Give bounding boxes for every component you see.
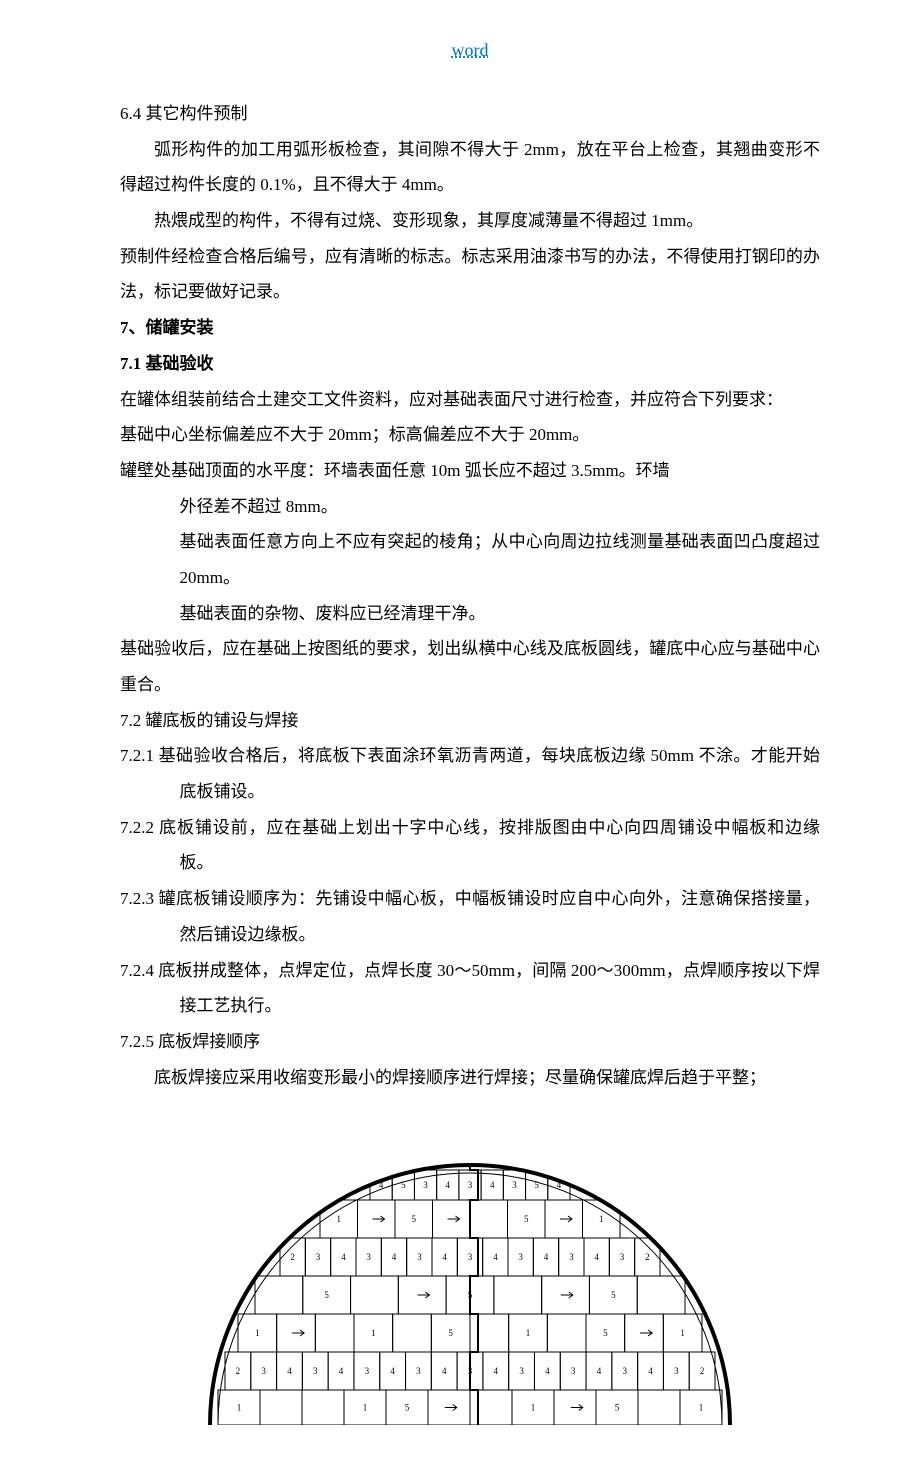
tank-bottom-diagram-container: 4534343541551234343434343432555115151234… <box>120 1115 820 1425</box>
item-7-2-1: 7.2.1 基础验收合格后，将底板下表面涂环氧沥青两道，每块底板边缘 50mm … <box>120 738 820 809</box>
svg-text:5: 5 <box>611 1290 616 1300</box>
svg-text:4: 4 <box>390 1366 395 1376</box>
svg-text:4: 4 <box>446 1180 451 1190</box>
svg-text:5: 5 <box>603 1328 608 1338</box>
section-7-2-title: 7.2 罐底板的铺设与焊接 <box>120 703 820 739</box>
svg-text:5: 5 <box>405 1403 410 1413</box>
svg-text:3: 3 <box>622 1366 627 1376</box>
svg-text:2: 2 <box>236 1366 241 1376</box>
svg-text:2: 2 <box>645 1252 650 1262</box>
svg-text:3: 3 <box>569 1252 574 1262</box>
paragraph-marking: 预制件经检查合格后编号，应有清晰的标志。标志采用油漆书写的办法，不得使用打钢印的… <box>120 239 820 310</box>
svg-text:1: 1 <box>699 1403 704 1413</box>
svg-text:5: 5 <box>324 1290 329 1300</box>
svg-text:5: 5 <box>524 1214 529 1224</box>
item-7-2-3: 7.2.3 罐底板铺设顺序为：先铺设中幅心板，中幅板铺设时应自中心向外，注意确保… <box>120 881 820 952</box>
svg-text:3: 3 <box>416 1366 421 1376</box>
svg-text:3: 3 <box>366 1252 371 1262</box>
svg-text:4: 4 <box>490 1180 495 1190</box>
item-7-2-5: 7.2.5 底板焊接顺序 <box>120 1024 820 1060</box>
svg-text:4: 4 <box>494 1366 499 1376</box>
item-7-2-4: 7.2.4 底板拼成整体，点焊定位，点焊长度 30～50mm，间隔 200～30… <box>120 953 820 1024</box>
svg-text:1: 1 <box>255 1328 260 1338</box>
svg-text:3: 3 <box>313 1366 318 1376</box>
paragraph-weld-sequence: 底板焊接应采用收缩变形最小的焊接顺序进行焊接；尽量确保罐底焊后趋于平整； <box>120 1060 820 1096</box>
svg-text:5: 5 <box>615 1403 620 1413</box>
section-7-title: 7、储罐安装 <box>120 310 820 346</box>
svg-text:4: 4 <box>493 1252 498 1262</box>
item-7-2-2: 7.2.2 底板铺设前，应在基础上划出十字中心线，按排版图由中心向四周铺设中幅板… <box>120 810 820 881</box>
svg-text:1: 1 <box>363 1403 368 1413</box>
svg-text:2: 2 <box>700 1366 705 1376</box>
svg-text:1: 1 <box>526 1328 531 1338</box>
svg-text:4: 4 <box>287 1366 292 1376</box>
svg-text:4: 4 <box>597 1366 602 1376</box>
svg-text:3: 3 <box>468 1180 473 1190</box>
svg-text:1: 1 <box>237 1403 242 1413</box>
svg-text:4: 4 <box>341 1252 346 1262</box>
svg-text:3: 3 <box>417 1252 422 1262</box>
svg-text:4: 4 <box>648 1366 653 1376</box>
section-6-4-title: 6.4 其它构件预制 <box>120 96 820 132</box>
paragraph-outer-diameter: 外径差不超过 8mm。 <box>120 489 820 525</box>
svg-text:5: 5 <box>412 1214 417 1224</box>
svg-text:4: 4 <box>392 1252 397 1262</box>
svg-text:3: 3 <box>261 1366 266 1376</box>
svg-text:3: 3 <box>468 1252 473 1262</box>
svg-text:1: 1 <box>599 1214 604 1224</box>
svg-text:4: 4 <box>442 1252 447 1262</box>
svg-text:3: 3 <box>518 1252 523 1262</box>
paragraph-foundation-check: 在罐体组装前结合土建交工文件资料，应对基础表面尺寸进行检查，并应符合下列要求： <box>120 382 820 418</box>
paragraph-hot-bend: 热煨成型的构件，不得有过烧、变形现象，其厚度减薄量不得超过 1mm。 <box>120 203 820 239</box>
svg-text:3: 3 <box>571 1366 576 1376</box>
svg-text:4: 4 <box>544 1252 549 1262</box>
svg-text:3: 3 <box>620 1252 625 1262</box>
svg-text:3: 3 <box>674 1366 679 1376</box>
svg-text:1: 1 <box>337 1214 342 1224</box>
svg-text:3: 3 <box>316 1252 321 1262</box>
tank-bottom-plate-diagram: 4534343541551234343434343432555115151234… <box>190 1115 750 1425</box>
svg-text:4: 4 <box>545 1366 550 1376</box>
paragraph-levelness: 罐壁处基础顶面的水平度：环墙表面任意 10m 弧长应不超过 3.5mm。环墙 <box>120 453 820 489</box>
svg-text:1: 1 <box>371 1328 376 1338</box>
paragraph-centerlines: 基础验收后，应在基础上按图纸的要求，划出纵横中心线及底板圆线，罐底中心应与基础中… <box>120 631 820 702</box>
svg-text:3: 3 <box>519 1366 524 1376</box>
paragraph-surface-edges: 基础表面任意方向上不应有突起的棱角；从中心向周边拉线测量基础表面凹凸度超过 20… <box>120 524 820 595</box>
svg-text:1: 1 <box>531 1403 536 1413</box>
svg-text:3: 3 <box>423 1180 428 1190</box>
svg-text:2: 2 <box>290 1252 295 1262</box>
svg-text:4: 4 <box>339 1366 344 1376</box>
paragraph-arc-check: 弧形构件的加工用弧形板检查，其间隙不得大于 2mm，放在平台上检查，其翘曲变形不… <box>120 132 820 203</box>
svg-text:3: 3 <box>365 1366 370 1376</box>
paragraph-cleanup: 基础表面的杂物、废料应已经清理干净。 <box>120 596 820 632</box>
section-7-1-title: 7.1 基础验收 <box>120 346 820 382</box>
svg-text:4: 4 <box>594 1252 599 1262</box>
svg-text:1: 1 <box>680 1328 685 1338</box>
svg-text:3: 3 <box>512 1180 517 1190</box>
svg-text:4: 4 <box>442 1366 447 1376</box>
svg-text:5: 5 <box>448 1328 453 1338</box>
paragraph-center-deviation: 基础中心坐标偏差应不大于 20mm；标高偏差应不大于 20mm。 <box>120 417 820 453</box>
header-watermark: word <box>120 40 820 61</box>
